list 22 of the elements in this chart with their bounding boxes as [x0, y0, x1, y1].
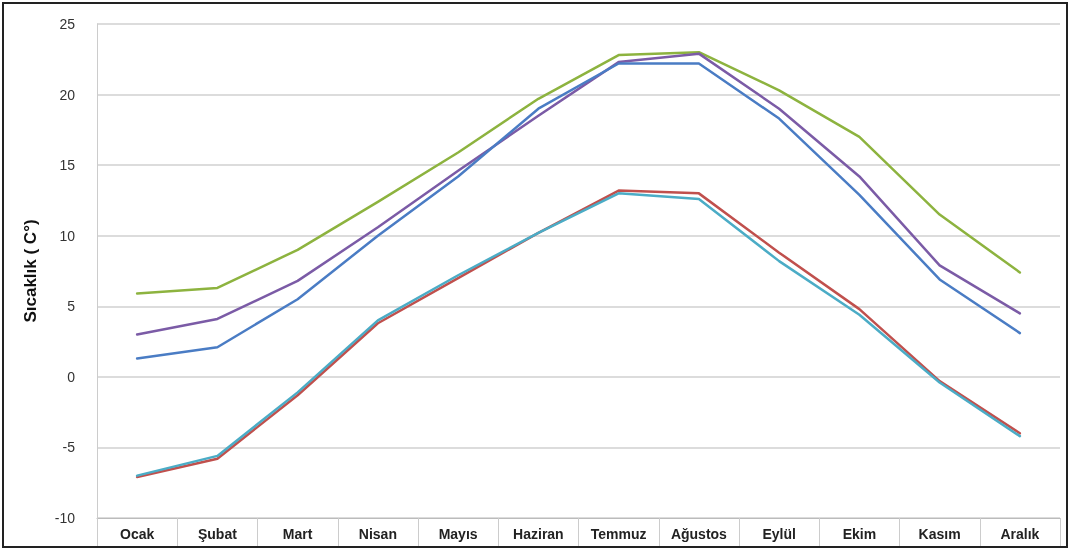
x-tick-label: Haziran	[513, 526, 564, 542]
x-tick-label: Ekim	[842, 526, 877, 542]
y-axis-title: Sıcaklık ( C°)	[21, 219, 40, 323]
y-tick-label: -5	[62, 439, 76, 456]
x-tick-label: Mart	[282, 526, 313, 542]
line-series	[135, 50, 1022, 295]
y-tick-label: 5	[67, 298, 76, 315]
y-tick-label: -10	[54, 510, 76, 526]
x-tick-label: Aralık	[1000, 526, 1040, 542]
x-tick-label: Mayıs	[438, 526, 478, 542]
y-tick-label: 15	[59, 157, 76, 174]
x-tick-label: Kasım	[918, 526, 961, 542]
x-tick-label: Eylül	[762, 526, 796, 542]
x-tick-label: Şubat	[197, 526, 238, 542]
x-tick-label: Ağustos	[670, 526, 728, 542]
x-tick-label: Temmuz	[590, 526, 647, 542]
x-tick-label: Nisan	[358, 526, 397, 542]
y-tick-label: 0	[67, 368, 76, 385]
y-tick-label: 20	[59, 86, 76, 103]
x-tick-label: Ocak	[120, 526, 155, 542]
y-tick-label: 10	[59, 227, 76, 244]
y-tick-label: 25	[59, 16, 76, 32]
